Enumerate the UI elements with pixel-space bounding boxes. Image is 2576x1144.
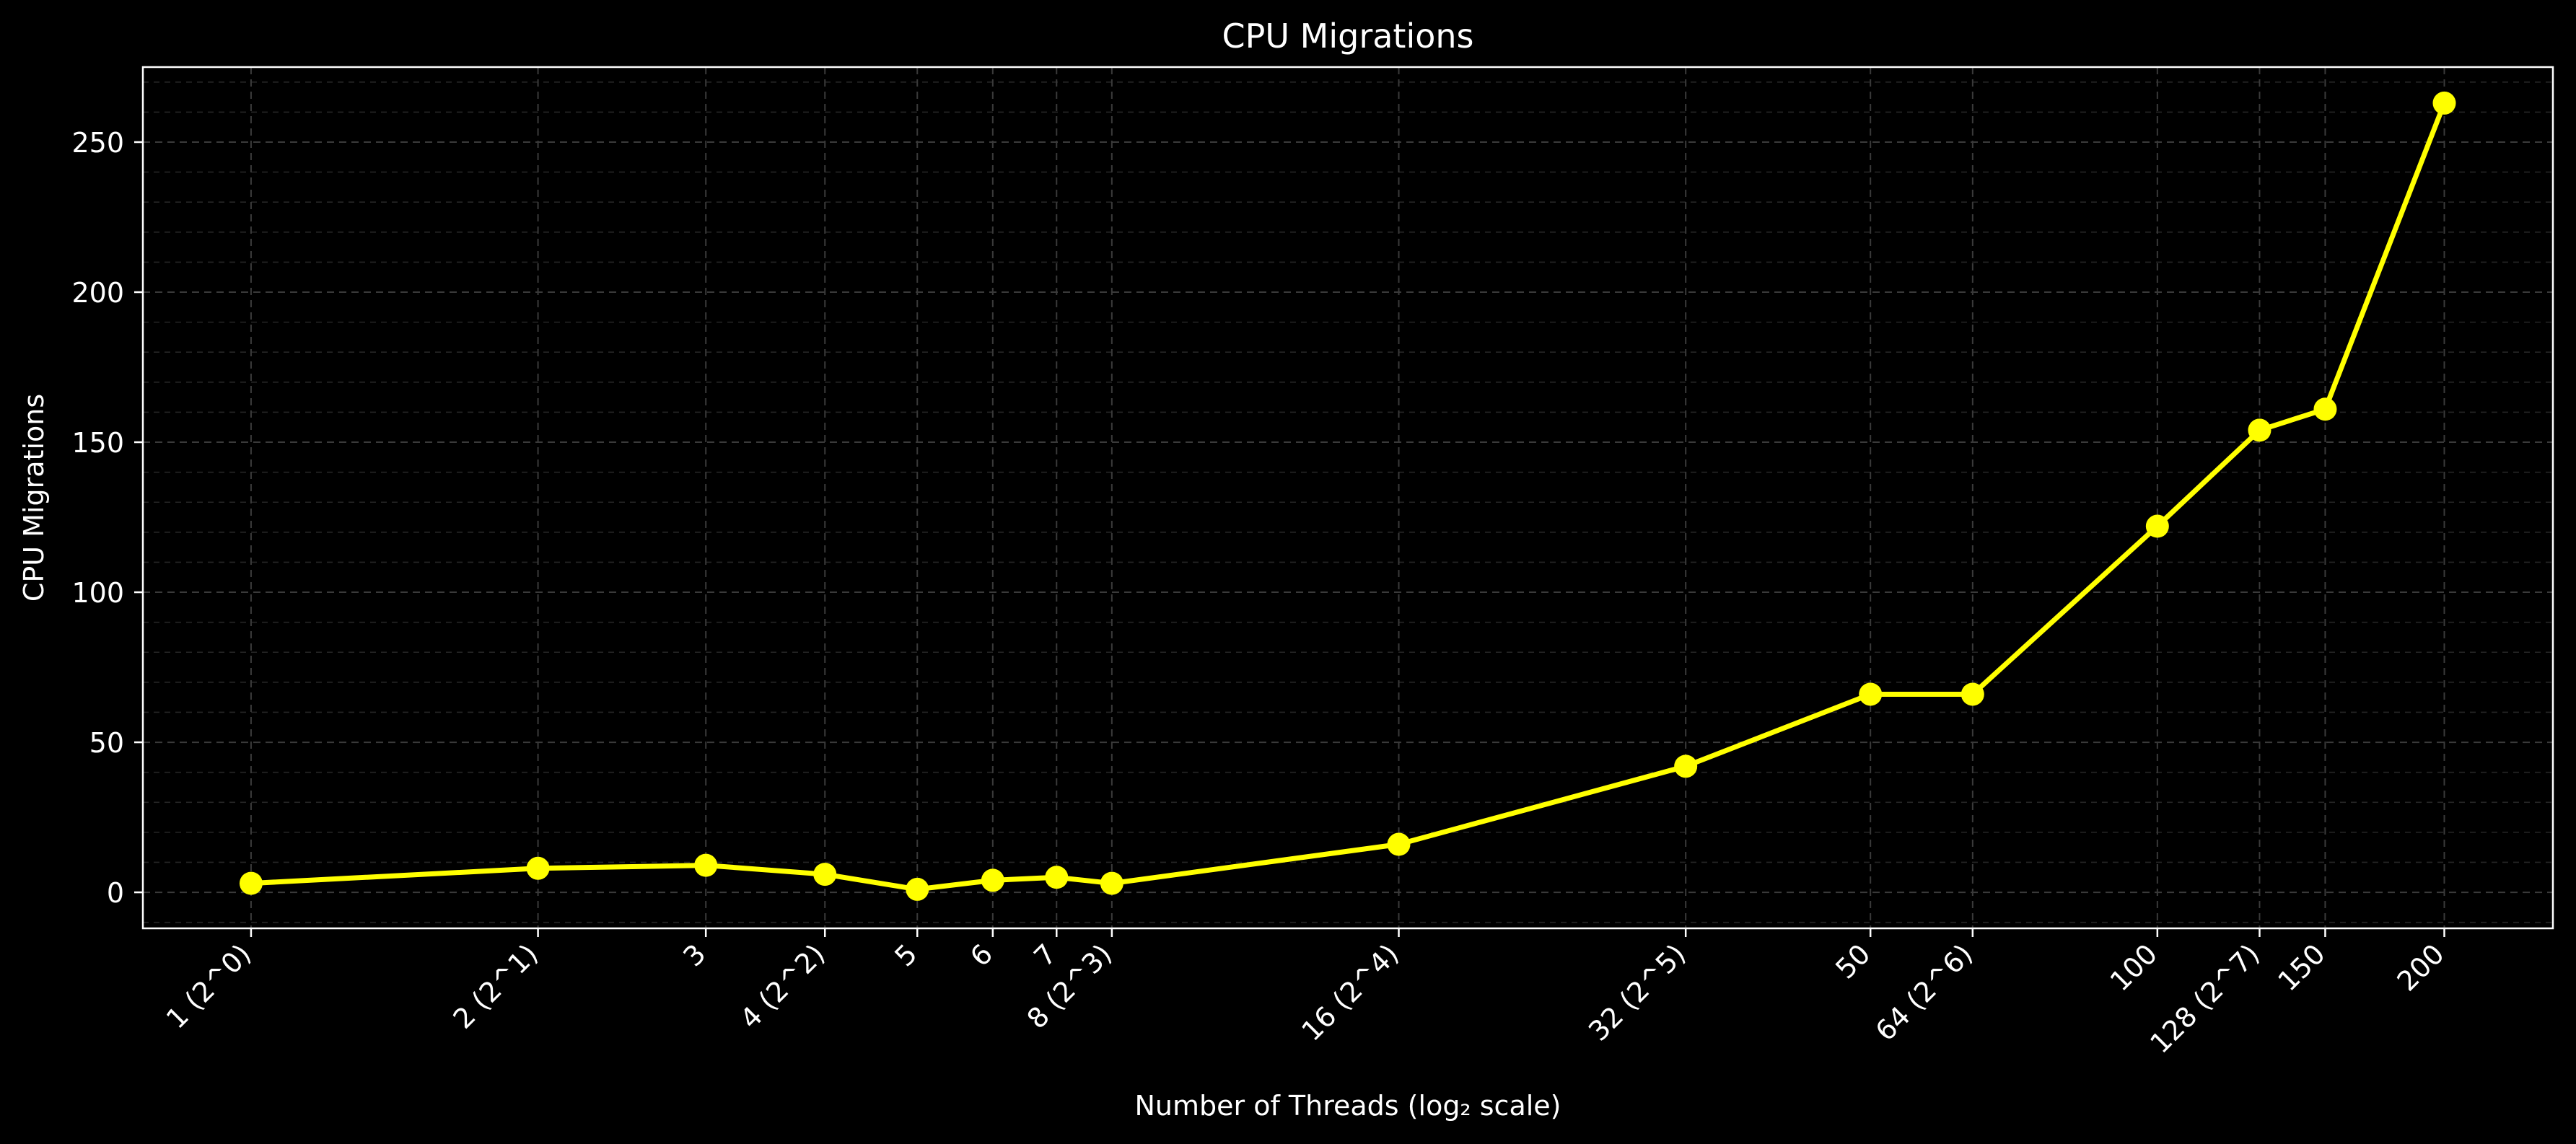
data-point bbox=[1387, 832, 1411, 856]
series-line bbox=[248, 100, 2447, 892]
data-point bbox=[526, 856, 550, 880]
y-axis-label: CPU Migrations bbox=[18, 394, 50, 602]
y-tick-label: 0 bbox=[107, 877, 124, 909]
major-grid-y bbox=[143, 141, 2553, 894]
minor-grid-y bbox=[143, 82, 2553, 923]
data-point bbox=[2145, 514, 2169, 538]
y-tick-label: 50 bbox=[89, 727, 124, 759]
x-axis-label: Number of Threads (log₂ scale) bbox=[1135, 1090, 1561, 1122]
data-point bbox=[1674, 754, 1698, 778]
data-point bbox=[906, 877, 929, 901]
chart-title: CPU Migrations bbox=[1222, 17, 1474, 56]
y-tick-label: 200 bbox=[71, 277, 124, 309]
series-layer bbox=[239, 91, 2456, 901]
y-tick-label: 150 bbox=[71, 427, 124, 459]
data-point bbox=[981, 868, 1004, 892]
y-tick-label: 100 bbox=[71, 577, 124, 609]
y-axis: 0 50 100 150 200 250 bbox=[71, 127, 143, 909]
data-point bbox=[1045, 866, 1069, 889]
plot-area bbox=[143, 67, 2553, 928]
y-tick-label: 250 bbox=[71, 127, 124, 159]
data-point bbox=[2313, 397, 2337, 421]
plot-frame bbox=[141, 66, 2554, 930]
data-point bbox=[239, 871, 263, 895]
data-point bbox=[1961, 682, 1984, 706]
data-point bbox=[1100, 871, 1123, 895]
major-grid-x bbox=[250, 67, 2445, 928]
data-point bbox=[1859, 682, 1883, 706]
data-point bbox=[2432, 91, 2456, 115]
data-point bbox=[813, 863, 837, 886]
data-point bbox=[694, 853, 718, 877]
data-point bbox=[2248, 418, 2271, 442]
